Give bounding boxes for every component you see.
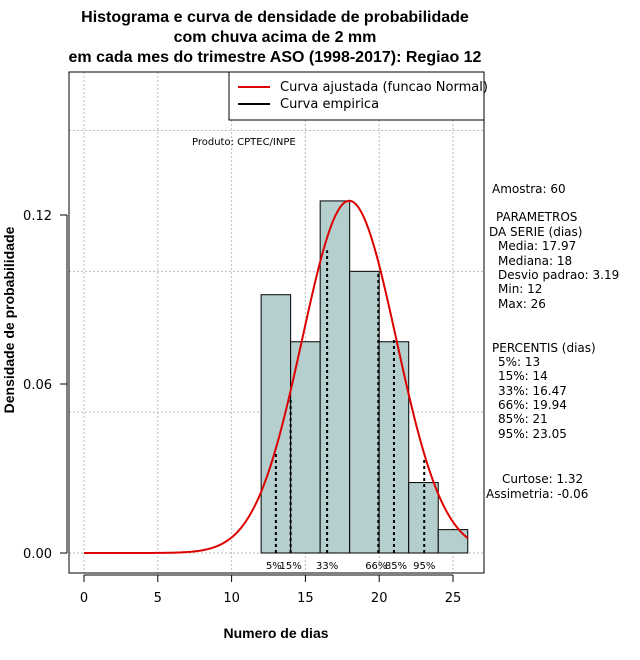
histogram-bar-6 [437, 529, 469, 554]
x-tick-label-2: 10 [223, 591, 240, 606]
histogram-bar-5 [408, 482, 439, 554]
y-tick-label-2: 0.12 [23, 209, 52, 224]
percentile-label-1: 15% [280, 561, 302, 572]
stat-p33: 33%: 16.47 [498, 384, 567, 398]
product-label: Produto: CPTEC/INPE [192, 137, 296, 148]
stat-assimetria: Assimetria: -0.06 [486, 487, 588, 501]
stat-max: Max: 26 [498, 297, 546, 311]
percentile-label-4: 85% [385, 561, 407, 572]
percentile-label-3: 66% [365, 561, 387, 572]
percentile-label-5: 95% [413, 561, 435, 572]
stats-panel: Amostra: 60 PARAMETROS DA SERIE (dias) M… [486, 182, 619, 501]
y-tick-label-1: 0.06 [23, 378, 52, 393]
legend-box [228, 71, 485, 121]
stat-p85: 85%: 21 [498, 412, 548, 426]
stat-min: Min: 12 [498, 282, 542, 296]
normal-fit-curve [84, 199, 469, 554]
y-axis: 0.00 0.06 0.12 [23, 209, 68, 562]
x-tick-label-3: 15 [297, 591, 314, 606]
legend-label-normal: Curva ajustada (funcao Normal) [280, 80, 488, 95]
stat-percentis-title: PERCENTIS (dias) [492, 341, 596, 355]
histogram-bars [260, 200, 469, 554]
x-tick-label-1: 5 [154, 591, 162, 606]
stat-p15: 15%: 14 [498, 369, 548, 383]
x-tick-label-0: 0 [80, 591, 88, 606]
chart-title-line-2: com chuva acima de 2 mm [174, 29, 377, 46]
y-tick-label-0: 0.00 [23, 547, 52, 562]
histogram-bar-2 [319, 200, 351, 554]
chart-title-line-3: em cada mes do trimestre ASO (1998-2017)… [69, 49, 482, 66]
stat-p66: 66%: 19.94 [498, 398, 567, 412]
stat-p5: 5%: 13 [498, 355, 540, 369]
y-axis-title: Densidade de probabilidade [1, 226, 17, 413]
percentile-label-0: 5% [266, 561, 282, 572]
x-axis: 0 5 10 15 20 25 [80, 574, 462, 606]
legend: Curva ajustada (funcao Normal) Curva emp… [228, 71, 488, 121]
x-tick-label-5: 25 [445, 591, 462, 606]
stat-media: Media: 17.97 [498, 239, 576, 253]
stat-curtose: Curtose: 1.32 [502, 472, 583, 486]
stat-desvio: Desvio padrao: 3.19 [498, 268, 619, 282]
stat-parametros-title-2: DA SERIE (dias) [489, 225, 582, 239]
density-curves [84, 199, 469, 554]
percentile-label-2: 33% [316, 561, 338, 572]
stat-amostra: Amostra: 60 [492, 182, 566, 196]
percentile-lines: 5%15% 33% 66%85% 95% [266, 250, 435, 572]
x-axis-title: Numero de dias [223, 625, 328, 641]
histogram-bar-3 [349, 270, 380, 554]
x-tick-label-4: 20 [371, 591, 388, 606]
legend-label-empirical: Curva empirica [280, 97, 379, 112]
stat-mediana: Mediana: 18 [498, 254, 572, 268]
stat-parametros-title-1: PARAMETROS [496, 210, 577, 224]
chart-title-line-1: Histograma e curva de densidade de proba… [81, 9, 469, 26]
stat-p95: 95%: 23.05 [498, 427, 567, 441]
